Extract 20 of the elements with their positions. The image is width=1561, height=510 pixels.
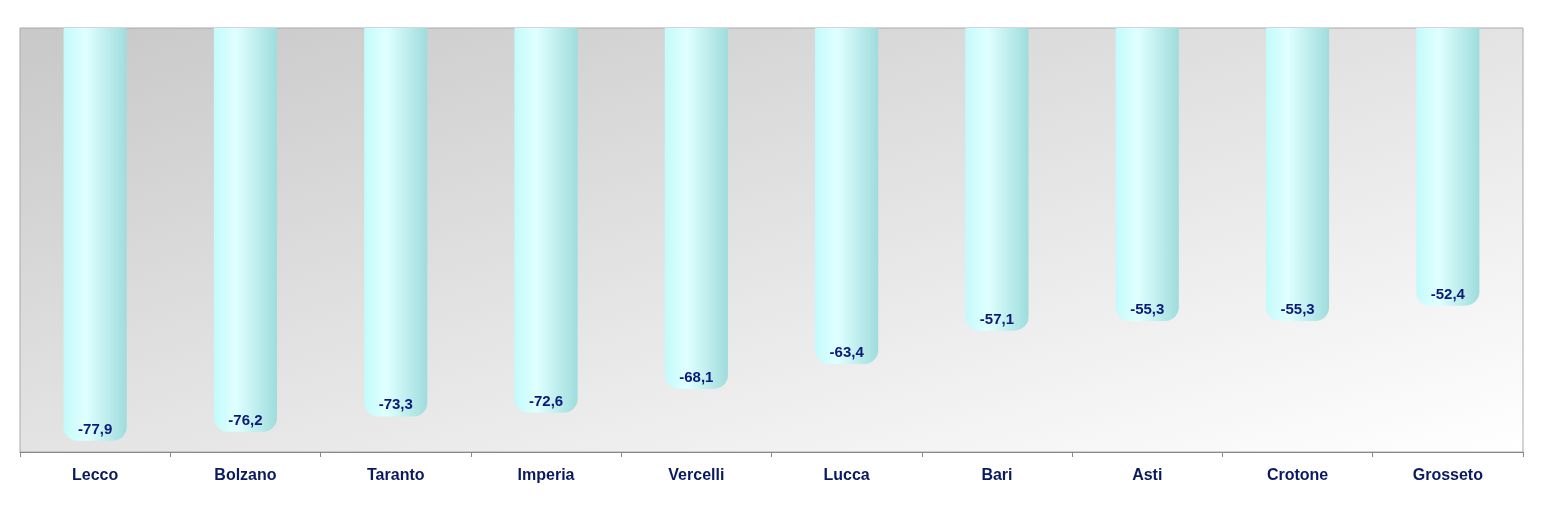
data-label: -73,3: [378, 395, 413, 413]
x-tick-label: Bolzano: [214, 465, 277, 483]
x-tick-label: Crotone: [1266, 465, 1329, 483]
x-tick-label: Asti: [1132, 465, 1163, 483]
x-tick-label: Lucca: [823, 465, 870, 483]
data-label: -76,2: [228, 410, 263, 428]
x-tick-label: Lecco: [72, 465, 119, 483]
data-label: -52,4: [1430, 284, 1466, 302]
x-tick-label: Bari: [981, 465, 1013, 483]
data-label: -72,6: [528, 391, 564, 409]
data-label: -55,3: [1130, 300, 1165, 318]
x-tick-label: Vercelli: [668, 465, 725, 483]
data-label: -63,4: [829, 343, 865, 361]
data-label: -55,3: [1280, 300, 1315, 318]
data-label: -68,1: [679, 367, 714, 385]
x-tick-label: Grosseto: [1412, 465, 1484, 483]
x-tick-label: Taranto: [367, 465, 425, 483]
x-tick-label: Imperia: [517, 465, 575, 483]
data-label: -77,9: [78, 419, 113, 437]
data-label: -57,1: [979, 309, 1015, 327]
